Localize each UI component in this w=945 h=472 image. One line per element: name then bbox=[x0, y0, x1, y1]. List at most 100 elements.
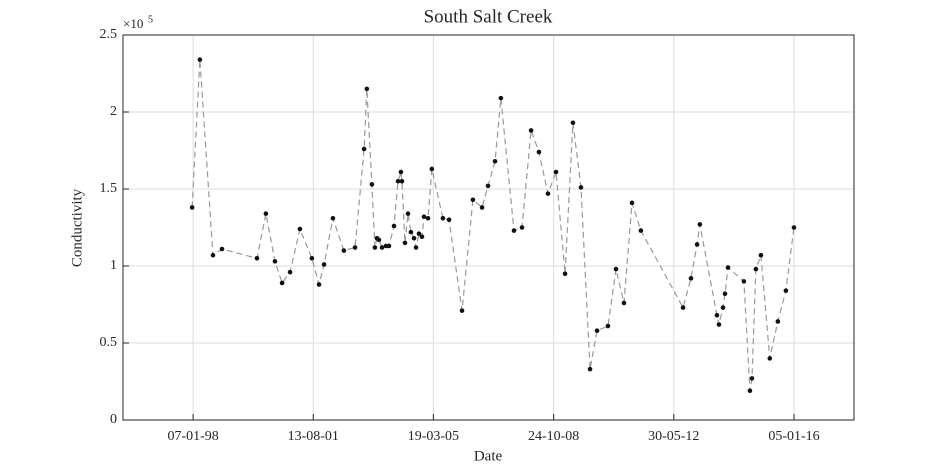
data-point bbox=[416, 231, 422, 236]
data-point bbox=[479, 205, 485, 210]
data-point bbox=[741, 279, 747, 284]
data-point bbox=[254, 255, 260, 261]
data-point bbox=[470, 197, 476, 203]
data-point bbox=[391, 223, 397, 229]
data-point bbox=[747, 388, 753, 394]
data-point bbox=[405, 211, 411, 216]
data-point bbox=[629, 200, 635, 206]
data-point bbox=[429, 166, 435, 172]
data-point bbox=[714, 312, 720, 318]
data-point bbox=[459, 308, 465, 313]
data-point bbox=[364, 86, 370, 92]
data-point bbox=[605, 323, 611, 329]
data-point bbox=[562, 271, 568, 277]
data-point bbox=[680, 305, 686, 310]
data-point bbox=[722, 291, 728, 297]
y-tick-label: 0.5 bbox=[100, 335, 118, 350]
y-tick-label: 1 bbox=[110, 258, 117, 273]
data-point bbox=[688, 276, 694, 281]
data-point bbox=[536, 149, 542, 155]
data-point bbox=[498, 95, 504, 101]
data-point bbox=[411, 235, 417, 241]
data-point bbox=[408, 229, 414, 235]
data-point bbox=[189, 205, 195, 210]
data-point bbox=[697, 222, 703, 227]
data-point bbox=[758, 252, 764, 258]
x-tick-label: 19-03-05 bbox=[408, 429, 459, 444]
data-point bbox=[419, 234, 425, 240]
data-point bbox=[330, 215, 336, 221]
y-tick-label: 1.5 bbox=[100, 181, 118, 196]
data-point bbox=[219, 246, 225, 252]
data-point bbox=[421, 214, 427, 220]
data-point bbox=[402, 240, 408, 246]
data-point bbox=[725, 265, 731, 270]
y-tick-label: 2.5 bbox=[100, 27, 118, 42]
data-point bbox=[341, 248, 347, 253]
y-multiplier-base: ×10 bbox=[123, 16, 143, 31]
y-multiplier-exponent: 5 bbox=[148, 14, 153, 25]
data-point bbox=[594, 328, 600, 333]
data-point bbox=[279, 280, 285, 286]
data-point bbox=[386, 243, 392, 249]
x-tick-label: 07-01-98 bbox=[167, 429, 218, 444]
data-point bbox=[694, 242, 700, 247]
data-point bbox=[440, 215, 446, 221]
data-point bbox=[519, 225, 525, 230]
data-point bbox=[287, 269, 293, 275]
data-point bbox=[361, 146, 367, 152]
data-point bbox=[613, 266, 619, 272]
data-point bbox=[767, 356, 773, 361]
data-point bbox=[720, 305, 726, 310]
data-point bbox=[316, 282, 322, 287]
data-point bbox=[621, 300, 627, 306]
data-point bbox=[485, 183, 491, 189]
x-tick-label: 24-10-08 bbox=[528, 429, 579, 444]
data-point bbox=[638, 228, 644, 233]
data-point bbox=[398, 169, 404, 175]
data-point bbox=[321, 262, 327, 267]
data-point bbox=[372, 245, 378, 250]
data-point bbox=[425, 215, 431, 221]
data-point bbox=[446, 217, 452, 223]
x-axis-label: Date bbox=[474, 448, 503, 464]
data-point bbox=[528, 128, 534, 133]
data-point bbox=[775, 319, 781, 324]
data-point bbox=[369, 182, 375, 187]
data-point bbox=[413, 245, 419, 250]
data-point bbox=[578, 185, 584, 190]
data-point bbox=[352, 245, 358, 250]
plot-frame bbox=[122, 34, 855, 421]
data-point bbox=[376, 237, 382, 243]
data-point bbox=[379, 245, 385, 250]
data-point bbox=[545, 191, 551, 196]
data-point bbox=[553, 169, 559, 175]
data-point bbox=[791, 225, 797, 230]
y-tick-label: 2 bbox=[110, 104, 117, 119]
data-point bbox=[309, 255, 315, 261]
data-point bbox=[197, 57, 203, 62]
data-point bbox=[783, 288, 789, 293]
data-line bbox=[191, 59, 795, 391]
data-point bbox=[399, 179, 405, 184]
x-tick-label: 30-05-12 bbox=[648, 429, 699, 444]
x-tick-label: 13-08-01 bbox=[288, 429, 339, 444]
y-tick-label: 0 bbox=[110, 412, 117, 427]
data-point bbox=[297, 226, 303, 232]
data-point bbox=[263, 211, 269, 216]
chart-title: South Salt Creek bbox=[424, 6, 553, 27]
data-point bbox=[272, 259, 278, 264]
data-point bbox=[210, 252, 216, 258]
data-point bbox=[716, 322, 722, 327]
data-point bbox=[587, 366, 593, 372]
data-point bbox=[749, 376, 755, 381]
y-axis-label: Conductivity bbox=[69, 188, 85, 267]
data-point bbox=[570, 120, 576, 126]
x-tick-label: 05-01-16 bbox=[768, 429, 819, 444]
data-point bbox=[511, 228, 517, 233]
data-point bbox=[753, 266, 759, 272]
data-point bbox=[492, 158, 498, 164]
data-point bbox=[395, 179, 401, 184]
